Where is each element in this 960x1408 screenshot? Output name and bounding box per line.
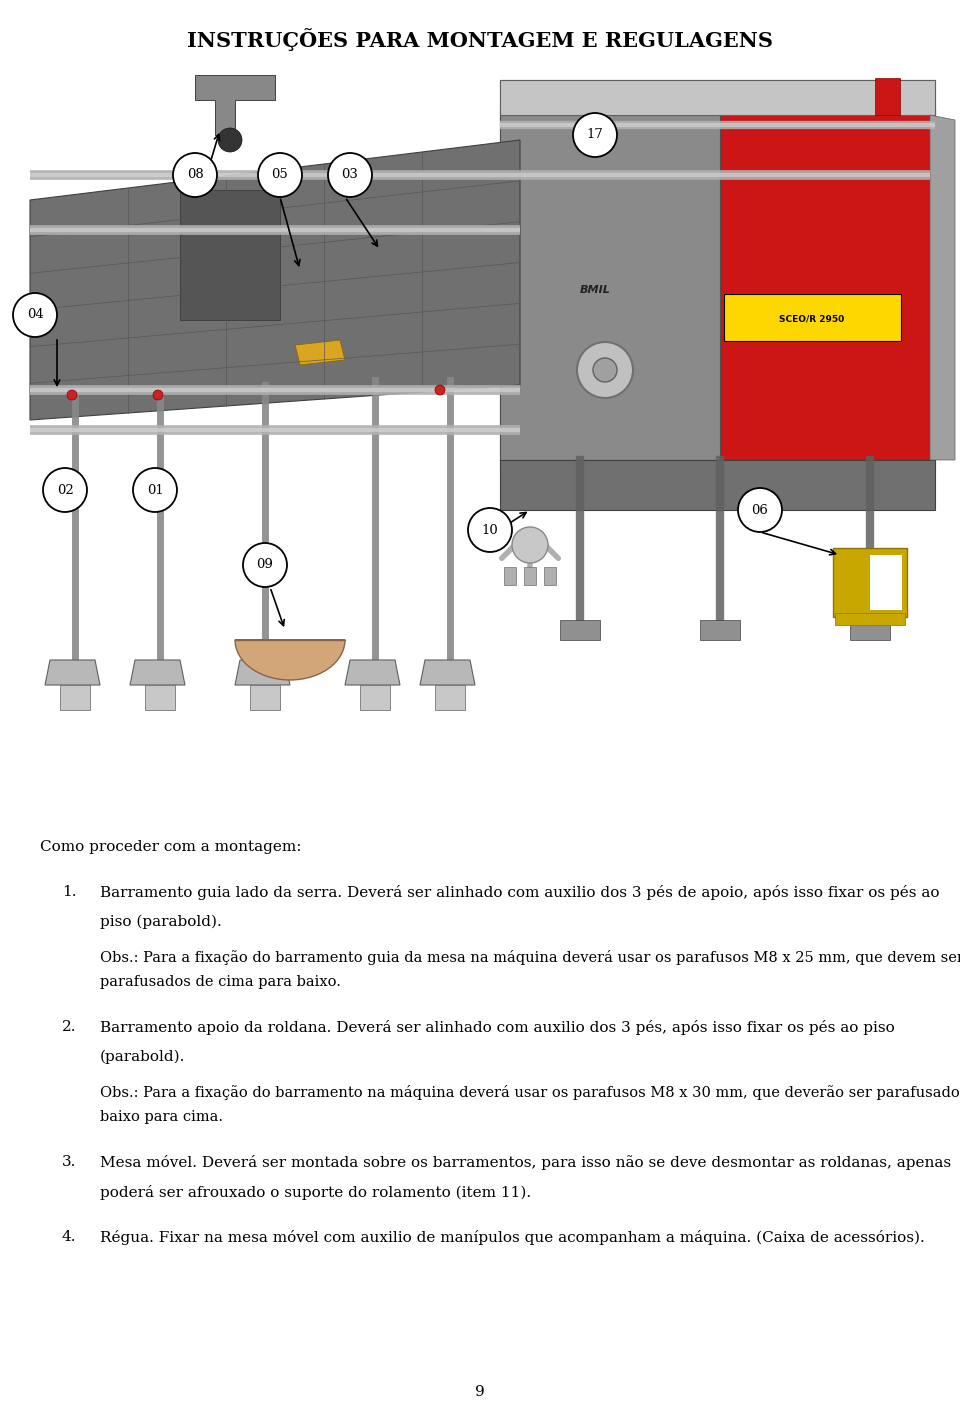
Polygon shape bbox=[30, 139, 520, 420]
Text: 01: 01 bbox=[147, 483, 163, 497]
Circle shape bbox=[577, 342, 633, 398]
Polygon shape bbox=[195, 75, 275, 135]
Circle shape bbox=[573, 113, 617, 158]
FancyBboxPatch shape bbox=[833, 548, 907, 617]
Bar bbox=[60, 686, 90, 710]
Text: Régua. Fixar na mesa móvel com auxilio de manípulos que acompanham a máquina. (C: Régua. Fixar na mesa móvel com auxilio d… bbox=[100, 1231, 924, 1245]
Text: BMIL: BMIL bbox=[580, 284, 611, 296]
Text: 09: 09 bbox=[256, 559, 274, 572]
Text: Barramento apoio da roldana. Deverá ser alinhado com auxilio dos 3 pés, após iss: Barramento apoio da roldana. Deverá ser … bbox=[100, 1019, 895, 1035]
Polygon shape bbox=[295, 339, 345, 365]
Bar bbox=[544, 567, 556, 584]
Polygon shape bbox=[420, 660, 475, 686]
Bar bbox=[560, 620, 600, 641]
Polygon shape bbox=[345, 660, 400, 686]
Polygon shape bbox=[720, 110, 935, 460]
Text: 2.: 2. bbox=[62, 1019, 77, 1033]
Circle shape bbox=[593, 358, 617, 382]
Text: 10: 10 bbox=[482, 524, 498, 536]
Polygon shape bbox=[875, 77, 900, 115]
Text: baixo para cima.: baixo para cima. bbox=[100, 1110, 223, 1124]
Text: 9: 9 bbox=[475, 1385, 485, 1400]
Bar bbox=[145, 686, 175, 710]
Circle shape bbox=[738, 489, 782, 532]
Bar bbox=[835, 612, 905, 625]
Circle shape bbox=[67, 390, 77, 400]
Bar bbox=[700, 620, 740, 641]
Text: 08: 08 bbox=[186, 169, 204, 182]
Text: INSTRUÇÕES PARA MONTAGEM E REGULAGENS: INSTRUÇÕES PARA MONTAGEM E REGULAGENS bbox=[187, 28, 773, 51]
Polygon shape bbox=[500, 110, 935, 470]
Circle shape bbox=[173, 153, 217, 197]
Text: parafusados de cima para baixo.: parafusados de cima para baixo. bbox=[100, 974, 341, 988]
Circle shape bbox=[133, 467, 177, 513]
Polygon shape bbox=[235, 641, 345, 680]
Polygon shape bbox=[130, 660, 185, 686]
Circle shape bbox=[468, 508, 512, 552]
Text: 4.: 4. bbox=[62, 1231, 77, 1245]
Bar bbox=[870, 555, 902, 610]
Text: 05: 05 bbox=[272, 169, 288, 182]
Polygon shape bbox=[235, 660, 290, 686]
Circle shape bbox=[43, 467, 87, 513]
Text: 02: 02 bbox=[57, 483, 73, 497]
Bar bbox=[250, 686, 280, 710]
Text: SCEO/R 2950: SCEO/R 2950 bbox=[780, 315, 845, 324]
Bar bbox=[360, 686, 390, 710]
Circle shape bbox=[13, 293, 57, 337]
Text: piso (parabold).: piso (parabold). bbox=[100, 915, 222, 929]
Circle shape bbox=[243, 543, 287, 587]
Text: poderá ser afrouxado o suporte do rolamento (item 11).: poderá ser afrouxado o suporte do rolame… bbox=[100, 1186, 531, 1200]
Text: Como proceder com a montagem:: Como proceder com a montagem: bbox=[40, 841, 301, 855]
Bar bbox=[850, 620, 890, 641]
Text: 03: 03 bbox=[342, 169, 358, 182]
Text: Barramento guia lado da serra. Deverá ser alinhado com auxilio dos 3 pés de apoi: Barramento guia lado da serra. Deverá se… bbox=[100, 886, 940, 900]
Bar bbox=[435, 686, 465, 710]
Text: 06: 06 bbox=[752, 504, 768, 517]
Bar bbox=[524, 567, 536, 584]
Circle shape bbox=[435, 384, 445, 396]
Circle shape bbox=[218, 128, 242, 152]
Polygon shape bbox=[500, 80, 935, 110]
Bar bbox=[504, 567, 516, 584]
Polygon shape bbox=[500, 80, 935, 115]
Polygon shape bbox=[500, 460, 935, 510]
Text: 3.: 3. bbox=[62, 1155, 77, 1169]
Circle shape bbox=[153, 390, 163, 400]
Circle shape bbox=[328, 153, 372, 197]
Polygon shape bbox=[45, 660, 100, 686]
Text: 17: 17 bbox=[587, 128, 604, 141]
Text: Obs.: Para a fixação do barramento guia da mesa na máquina deverá usar os parafu: Obs.: Para a fixação do barramento guia … bbox=[100, 950, 960, 964]
Circle shape bbox=[258, 153, 302, 197]
Text: Mesa móvel. Deverá ser montada sobre os barramentos, para isso não se deve desmo: Mesa móvel. Deverá ser montada sobre os … bbox=[100, 1155, 951, 1170]
Polygon shape bbox=[930, 115, 955, 460]
Text: (parabold).: (parabold). bbox=[100, 1050, 185, 1064]
Text: 1.: 1. bbox=[62, 886, 77, 898]
Bar bbox=[180, 190, 280, 320]
Polygon shape bbox=[500, 110, 720, 460]
Text: Obs.: Para a fixação do barramento na máquina deverá usar os parafusos M8 x 30 m: Obs.: Para a fixação do barramento na má… bbox=[100, 1086, 960, 1100]
Circle shape bbox=[512, 527, 548, 563]
Text: 04: 04 bbox=[27, 308, 43, 321]
FancyBboxPatch shape bbox=[724, 294, 901, 341]
